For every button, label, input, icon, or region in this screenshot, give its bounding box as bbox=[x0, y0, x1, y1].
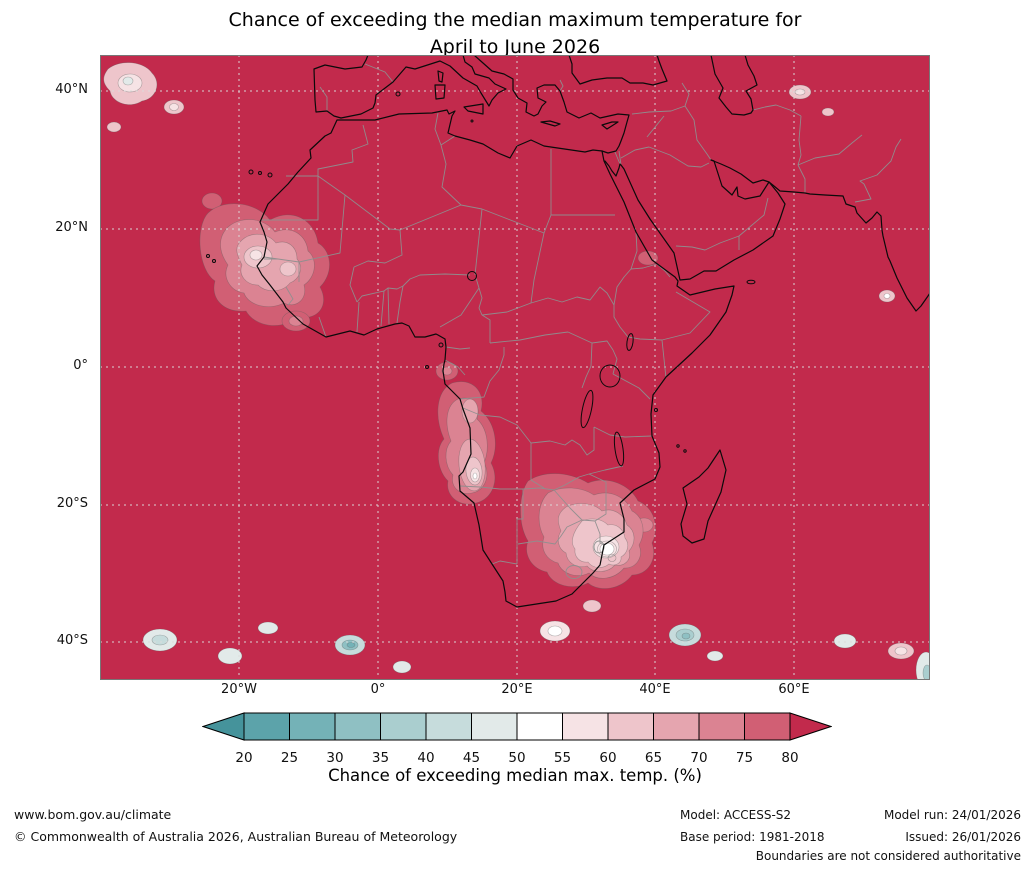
coastline-arabia bbox=[620, 159, 786, 281]
lake-turkana bbox=[626, 333, 634, 351]
lat-tick-label: 20°N bbox=[55, 220, 88, 235]
lon-tick-label: 60°E bbox=[778, 682, 810, 697]
colorbar-tick-label: 60 bbox=[599, 750, 616, 766]
footer-right: Model run: 24/01/2026 Issued: 26/01/2026 bbox=[884, 805, 1021, 848]
colorbar-tick-label: 75 bbox=[736, 750, 753, 766]
colorbar-tick-label: 20 bbox=[235, 750, 252, 766]
colorbar-segment bbox=[471, 712, 518, 741]
footer-model-run: Model run: 24/01/2026 bbox=[883, 808, 1021, 822]
footer-website: www.bom.gov.au/climate bbox=[14, 807, 172, 822]
footer-copyright: © Commonwealth of Australia 2026, Austra… bbox=[14, 829, 458, 845]
lon-tick-label: 40°E bbox=[639, 682, 671, 697]
borders-europe bbox=[319, 63, 564, 111]
lake-victoria bbox=[599, 364, 621, 388]
colorbar-right-arrow bbox=[789, 712, 832, 741]
lat-tick-label: 20°S bbox=[56, 496, 88, 511]
coastline-black-sea bbox=[568, 55, 668, 86]
coastlines bbox=[256, 55, 930, 608]
lat-tick-label: 0° bbox=[73, 358, 88, 373]
footer-middle: Model: ACCESS-S2 Base period: 1981-2018 bbox=[680, 805, 825, 848]
colorbar-tick-label: 25 bbox=[281, 750, 298, 766]
footer-base-period: Base period: 1981-2018 bbox=[680, 829, 825, 844]
coastline-iberia-atlantic bbox=[313, 55, 369, 119]
borders-central-east-africa bbox=[439, 231, 711, 400]
footer-disclaimer: Boundaries are not considered authoritat… bbox=[755, 849, 1021, 863]
colorbar-tick-label: 65 bbox=[645, 750, 662, 766]
canary-islands bbox=[248, 169, 254, 175]
lakes-and-islets bbox=[206, 91, 756, 467]
colorbar-segment bbox=[562, 712, 609, 741]
colorbar-tick-label: 35 bbox=[372, 750, 389, 766]
lake-tanganyika bbox=[580, 389, 594, 429]
colorbar: 20 25 30 35 40 45 50 55 60 65 70 75 80 bbox=[202, 712, 832, 766]
coastline-africa bbox=[256, 109, 735, 608]
lake-malawi bbox=[613, 431, 625, 467]
africa-forecast-map bbox=[100, 55, 930, 680]
coastline-iran-india bbox=[710, 159, 930, 312]
balearic-islands bbox=[395, 91, 401, 97]
canary-islands bbox=[258, 171, 262, 175]
longitude-axis: 20°W 0° 20°E 40°E 60°E bbox=[100, 682, 930, 702]
coastline-west-mediterranean bbox=[340, 55, 507, 119]
canary-islands bbox=[267, 172, 273, 178]
lon-tick-label: 0° bbox=[370, 682, 386, 697]
map-title-line1: Chance of exceeding the median maximum t… bbox=[228, 9, 802, 31]
colorbar-left-arrow bbox=[202, 712, 245, 741]
lon-tick-label: 20°W bbox=[221, 682, 257, 697]
footer-left: www.bom.gov.au/climate © Commonwealth of… bbox=[14, 804, 457, 849]
coastline-sinai bbox=[604, 160, 622, 177]
border-lesotho bbox=[565, 565, 583, 579]
colorbar-tick-label: 70 bbox=[690, 750, 707, 766]
colorbar-tick-label: 40 bbox=[417, 750, 434, 766]
map-title: Chance of exceeding the median maximum t… bbox=[100, 7, 930, 61]
colorbar-segment bbox=[334, 712, 381, 741]
socotra-island bbox=[746, 279, 756, 285]
footer-model: Model: ACCESS-S2 bbox=[680, 808, 792, 822]
colorbar-tick-label: 50 bbox=[508, 750, 525, 766]
coastline-madagascar bbox=[680, 449, 727, 544]
map-frame bbox=[100, 55, 930, 680]
malta-island bbox=[470, 119, 474, 123]
colorbar-segment bbox=[607, 712, 654, 741]
colorbar-segment bbox=[698, 712, 745, 741]
borders-southern-africa bbox=[459, 407, 653, 565]
latitude-axis: 40°N 20°N 0° 20°S 40°S bbox=[0, 55, 94, 680]
borders-north-africa bbox=[261, 112, 615, 304]
coastline-islands bbox=[434, 70, 619, 130]
coastline-caspian-sea bbox=[710, 55, 758, 116]
cape-verde-islands bbox=[212, 259, 216, 263]
comoros-islands bbox=[676, 444, 680, 448]
lon-tick-label: 20°E bbox=[501, 682, 533, 697]
coastline-balkans-anatolia-levant bbox=[473, 55, 630, 154]
lat-tick-label: 40°N bbox=[55, 82, 88, 97]
colorbar-tick-label: 55 bbox=[554, 750, 571, 766]
colorbar-tick-label: 45 bbox=[463, 750, 480, 766]
footer-issued: Issued: 26/01/2026 bbox=[905, 829, 1021, 844]
colorbar-label: Chance of exceeding median max. temp. (%… bbox=[328, 766, 702, 785]
colorbar-segment bbox=[380, 712, 427, 741]
lat-tick-label: 40°S bbox=[56, 633, 88, 648]
colorbar-tick-label: 30 bbox=[326, 750, 343, 766]
graticule-gridlines bbox=[100, 55, 930, 680]
colorbar-segment bbox=[289, 712, 336, 741]
map-title-line2: April to June 2026 bbox=[429, 35, 601, 58]
comoros-islands bbox=[683, 449, 687, 453]
colorbar-segment bbox=[243, 712, 290, 741]
borders-west-africa bbox=[264, 229, 471, 338]
colorbar-segment bbox=[744, 712, 791, 741]
borders-middle-east bbox=[614, 82, 902, 251]
country-borders bbox=[261, 63, 902, 579]
sao-tome-island bbox=[425, 365, 429, 369]
colorbar-segment bbox=[425, 712, 472, 741]
lake-chad bbox=[467, 271, 477, 281]
cape-verde-islands bbox=[206, 254, 210, 258]
zanzibar-island bbox=[654, 408, 658, 412]
colorbar-segment bbox=[653, 712, 700, 741]
bioko-island bbox=[438, 342, 444, 348]
colorbar-tick-label: 80 bbox=[781, 750, 798, 766]
colorbar-segment bbox=[516, 712, 563, 741]
